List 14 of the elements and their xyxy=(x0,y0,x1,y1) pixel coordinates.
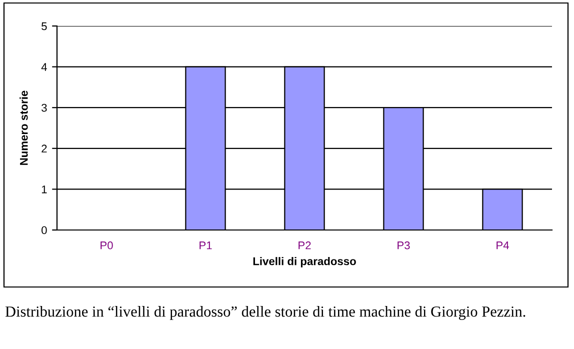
text: Distribuzione in “livelli di paradosso” delle storie di time machine di Giorgio Pezzin. xyxy=(5,306,526,320)
y-tick-label: 3 xyxy=(42,104,47,112)
y-tick-label: 1 xyxy=(42,186,47,194)
x-tick-label: P4 xyxy=(496,242,509,250)
y-tick-label: 5 xyxy=(42,22,47,30)
y-tick-label: 4 xyxy=(41,63,47,71)
x-tick-label: P2 xyxy=(298,241,311,250)
y-tick-label: 2 xyxy=(42,144,47,152)
y-tick-label: 0 xyxy=(42,226,47,234)
y-axis-title: Numero storie xyxy=(20,90,28,165)
x-tick-label: P0 xyxy=(100,241,113,250)
x-tick-label: P3 xyxy=(398,241,410,250)
x-tick-label: P1 xyxy=(200,242,212,250)
x-axis-title: Livelli di paradosso xyxy=(253,257,356,268)
